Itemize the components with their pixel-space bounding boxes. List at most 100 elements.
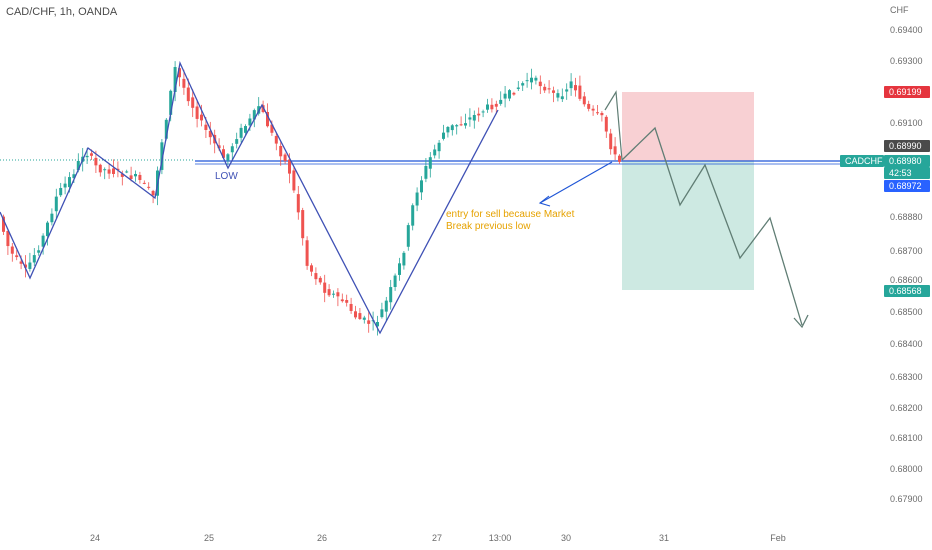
candle-body (90, 153, 93, 156)
candle-body (600, 112, 604, 116)
risk-reward-zones (622, 92, 754, 290)
candle-body (420, 180, 423, 193)
candle-body (208, 130, 212, 138)
candle-body (292, 170, 296, 191)
y-tick-label: 0.68000 (890, 464, 923, 474)
y-tick-label: 0.69100 (890, 118, 923, 128)
candle-body (437, 142, 441, 152)
candle-body (530, 77, 533, 83)
candlesticks (2, 61, 621, 336)
candle-body (389, 287, 393, 303)
candle-body (85, 155, 89, 158)
candle-body (24, 264, 27, 268)
candle-body (28, 262, 32, 269)
candle-body (393, 275, 397, 288)
candle-body (450, 125, 454, 131)
candle-body (142, 182, 146, 184)
candle-body (534, 77, 538, 81)
x-tick-label: Feb (770, 533, 786, 543)
candle-body (358, 313, 362, 319)
candle-body (244, 126, 247, 133)
candle-body (76, 160, 80, 171)
candle-body (266, 111, 269, 127)
candle-body (147, 186, 151, 188)
candle-body (332, 293, 335, 295)
candle-body (424, 166, 428, 179)
candle-body (138, 174, 142, 180)
candle-body (191, 97, 195, 108)
candle-body (318, 277, 322, 283)
candle-body (68, 177, 71, 188)
candle-body (442, 132, 445, 139)
candle-body (314, 273, 318, 280)
entry-note-line2: Break previous low (446, 221, 531, 232)
candle-body (349, 303, 353, 311)
y-tick-label: 0.68100 (890, 433, 923, 443)
candle-body (226, 154, 230, 161)
candle-body (230, 146, 234, 153)
candle-body (565, 89, 569, 92)
price-badge-bg (884, 86, 930, 98)
symbol-tag-label: CADCHF (845, 156, 883, 166)
entry-note-line1: entry for sell because Market (446, 209, 575, 220)
candle-body (274, 135, 278, 144)
candle-body (516, 87, 520, 89)
candle-body (103, 169, 107, 171)
candle-body (446, 126, 450, 133)
x-tick-label: 31 (659, 533, 669, 543)
candle-body (428, 157, 432, 169)
candle-body (499, 99, 503, 104)
candle-body (340, 299, 344, 302)
price-badge-label: 0.68568 (889, 286, 922, 296)
candle-body (327, 289, 331, 296)
x-tick-label: 24 (90, 533, 100, 543)
candle-body (239, 127, 243, 138)
candle-body (538, 81, 542, 87)
candle-body (490, 104, 494, 110)
zigzag-line (0, 60, 499, 335)
candle-body (94, 157, 98, 166)
candle-body (10, 246, 14, 254)
candle-body (472, 114, 476, 121)
candle-body (112, 168, 115, 174)
candle-body (200, 114, 203, 121)
candle-body (376, 322, 379, 327)
candle-body (609, 133, 613, 150)
candle-body (222, 149, 225, 158)
candle-body (116, 168, 120, 170)
candle-body (560, 96, 564, 100)
price-badge-label: 0.68990 (889, 141, 922, 151)
candle-body (270, 124, 274, 133)
price-badge-bg (884, 167, 930, 179)
candle-body (613, 146, 617, 155)
candle-body (63, 183, 67, 188)
x-tick-label: 26 (317, 533, 327, 543)
candle-body (591, 108, 595, 111)
currency-label: CHF (890, 5, 909, 15)
y-tick-label: 0.68600 (890, 275, 923, 285)
candle-body (552, 90, 555, 93)
candle-body (283, 154, 287, 162)
candle-body (508, 90, 511, 99)
x-tick-label: 27 (432, 533, 442, 543)
y-tick-label: 0.68400 (890, 339, 923, 349)
time-axis: 24 25 26 27 13:00 30 31 Feb (90, 533, 786, 543)
candle-body (261, 105, 265, 113)
take-profit-zone (622, 161, 754, 290)
candle-body (618, 155, 621, 162)
x-tick-label: 25 (204, 533, 214, 543)
candle-body (169, 90, 173, 115)
y-tick-label: 0.68300 (890, 372, 923, 382)
candle-body (160, 142, 164, 170)
candle-body (464, 123, 467, 126)
candle-body (402, 252, 406, 266)
zigzag-pattern (0, 60, 499, 335)
candle-body (354, 311, 357, 318)
candle-body (455, 125, 459, 127)
price-badge-bg (884, 155, 930, 167)
candle-body (574, 85, 577, 91)
x-tick-label: 13:00 (489, 533, 512, 543)
candle-body (248, 118, 252, 126)
candle-body (345, 300, 349, 303)
